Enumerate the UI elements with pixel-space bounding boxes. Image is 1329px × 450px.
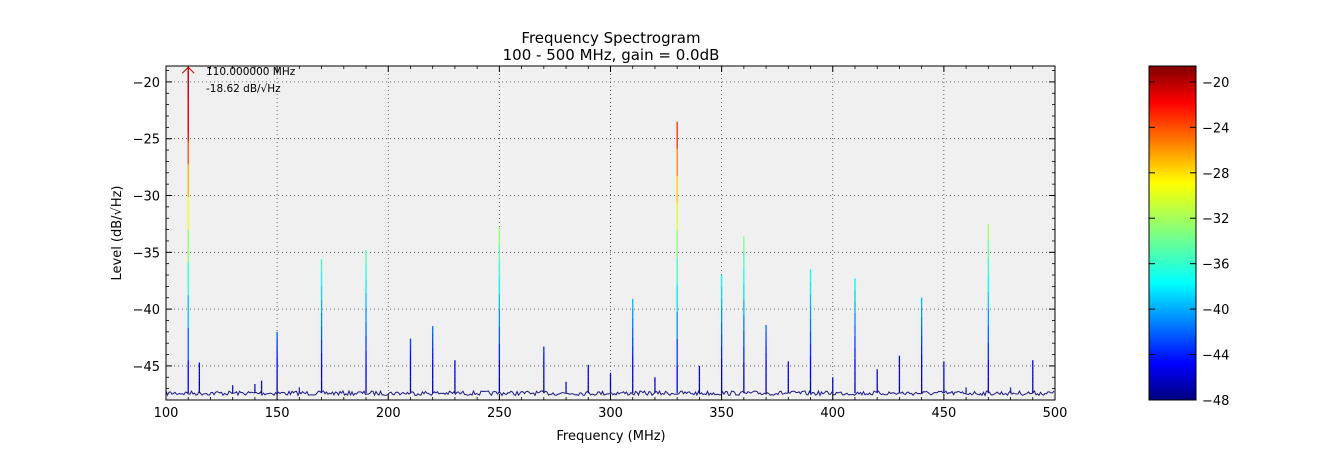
chart-subtitle: 100 - 500 MHz, gain = 0.0dB bbox=[503, 46, 720, 64]
x-tick-label: 400 bbox=[820, 406, 845, 421]
x-tick-label: 200 bbox=[376, 406, 401, 421]
colorbar-tick-label: −44 bbox=[1202, 349, 1229, 364]
colorbar-tick-label: −40 bbox=[1202, 303, 1229, 318]
annotation-frequency: 110.000000 MHz bbox=[206, 66, 296, 78]
colorbar-ticks: −20 −24 −28 −32 −36 −40 −44 −48 bbox=[1149, 76, 1229, 409]
x-tick-label: 250 bbox=[487, 406, 512, 421]
plot-area bbox=[166, 66, 1055, 400]
plot-frame bbox=[165, 65, 1056, 401]
colorbar-tick-label: −32 bbox=[1202, 212, 1229, 227]
grid-layer bbox=[166, 66, 1055, 400]
colorbar-tick-label: −24 bbox=[1202, 121, 1229, 136]
x-axis-label: Frequency (MHz) bbox=[556, 429, 665, 444]
x-tick-label: 450 bbox=[931, 406, 956, 421]
y-tick-label: −40 bbox=[133, 303, 160, 318]
annotation-level: -18.62 dB/√Hz bbox=[206, 83, 281, 95]
y-tick-label: −20 bbox=[133, 76, 160, 91]
peak-layer bbox=[187, 66, 1034, 394]
colorbar bbox=[1148, 65, 1197, 401]
y-tick-label: −45 bbox=[133, 360, 160, 375]
colorbar-tick-label: −20 bbox=[1202, 76, 1229, 91]
peak-annotation: 110.000000 MHz -18.62 dB/√Hz bbox=[181, 66, 296, 142]
y-axis-label: Level (dB/√Hz) bbox=[110, 185, 125, 280]
noise-floor-line bbox=[165, 389, 1055, 397]
colorbar-tick-label: −28 bbox=[1202, 167, 1229, 182]
x-tick-label: 300 bbox=[598, 406, 623, 421]
y-tick-label: −25 bbox=[133, 133, 160, 148]
x-tick-label: 150 bbox=[265, 406, 290, 421]
y-tick-label: −35 bbox=[133, 246, 160, 261]
colorbar-tick-label: −48 bbox=[1202, 394, 1229, 409]
colorbar-tick-label: −36 bbox=[1202, 258, 1229, 273]
x-tick-label: 350 bbox=[709, 406, 734, 421]
x-tick-label: 100 bbox=[154, 406, 179, 421]
y-tick-label: −30 bbox=[133, 190, 160, 205]
chart-title: Frequency Spectrogram bbox=[521, 29, 700, 47]
x-tick-label: 500 bbox=[1043, 406, 1068, 421]
annotation-arrow-head bbox=[181, 66, 195, 74]
